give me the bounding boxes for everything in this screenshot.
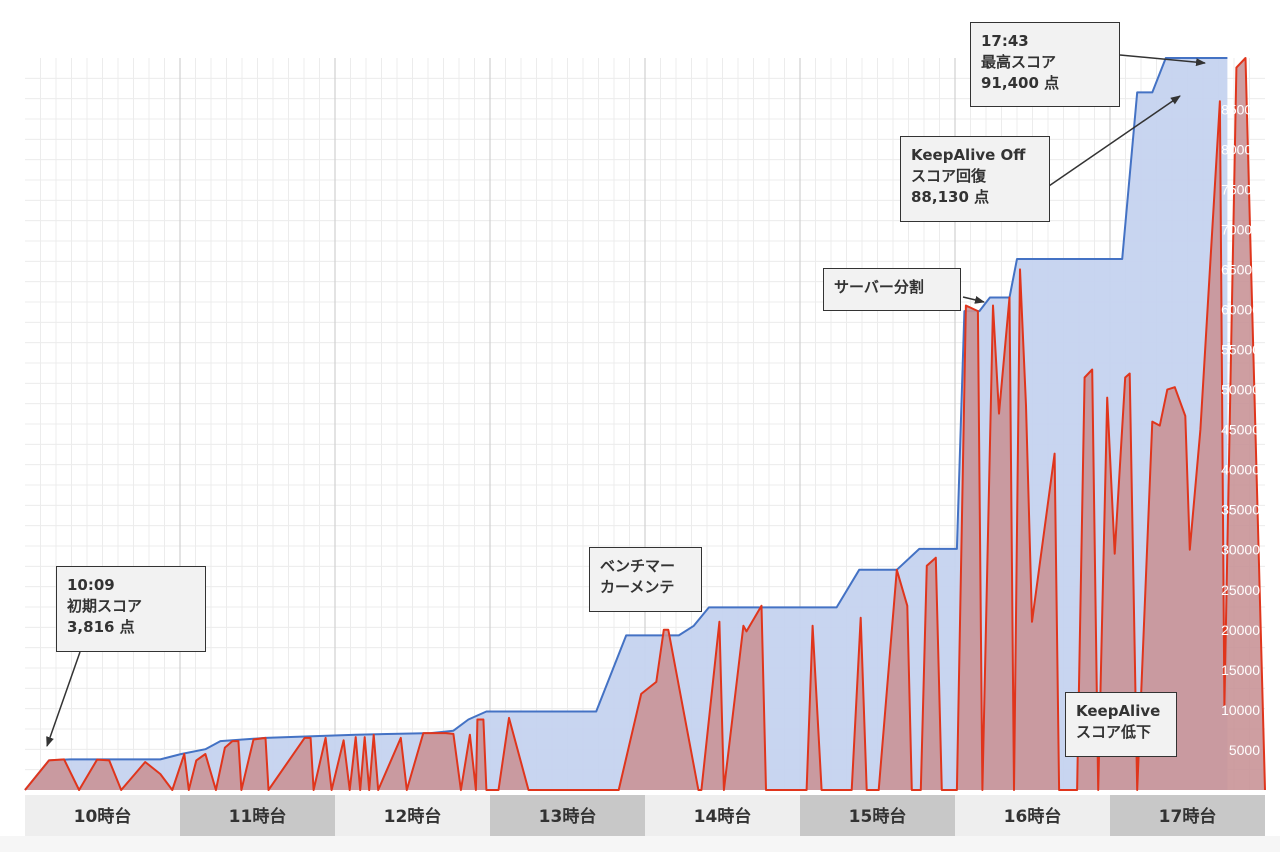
annotation-keepalive-off: KeepAlive Off スコア回復 88,130 点 — [900, 136, 1050, 222]
annotation-line: 初期スコア — [67, 597, 143, 615]
y-tick-label: 80000 — [1221, 141, 1260, 157]
hour-band — [490, 795, 645, 836]
hour-band — [180, 795, 335, 836]
annotation-best-score: 17:43 最高スコア 91,400 点 — [970, 22, 1120, 107]
hour-label: 16時台 — [1004, 806, 1062, 827]
annotation-line: 88,130 点 — [911, 188, 990, 206]
annotation-line: スコア回復 — [911, 167, 987, 185]
hour-label: 14時台 — [694, 806, 752, 827]
annotation-initial-score: 10:09 初期スコア 3,816 点 — [56, 566, 206, 652]
hour-label: 13時台 — [539, 806, 597, 827]
y-tick-label: 40000 — [1221, 462, 1260, 478]
annotation-line: KeepAlive Off — [911, 146, 1026, 164]
y-tick-label: 25000 — [1221, 582, 1260, 598]
annotation-arrow — [46, 651, 81, 747]
y-tick-label: 75000 — [1221, 181, 1260, 197]
annotation-server-split: サーバー分割 — [823, 268, 961, 311]
hour-label: 10時台 — [74, 806, 132, 827]
hour-band — [645, 795, 800, 836]
hour-band — [955, 795, 1110, 836]
hour-band — [335, 795, 490, 836]
hour-band — [1110, 795, 1265, 836]
hour-band — [800, 795, 955, 836]
annotation-line: 最高スコア — [981, 53, 1057, 71]
annotation-line: 91,400 点 — [981, 74, 1060, 92]
annotation-line: 17:43 — [981, 32, 1029, 50]
y-tick-label: 10000 — [1221, 702, 1260, 718]
y-tick-label: 60000 — [1221, 301, 1260, 317]
annotation-line: スコア低下 — [1076, 723, 1152, 741]
annotation-keepalive-drop: KeepAlive スコア低下 — [1065, 692, 1177, 757]
annotation-arrow — [1045, 95, 1181, 189]
y-tick-label: 35000 — [1221, 502, 1260, 518]
annotation-line: サーバー分割 — [834, 278, 924, 296]
annotation-line: カーメンテ — [600, 578, 675, 596]
annotation-line: ベンチマー — [600, 557, 676, 575]
annotation-line: KeepAlive — [1076, 702, 1161, 720]
hour-label: 12時台 — [384, 806, 442, 827]
series-line — [24, 57, 1228, 791]
y-tick-label: 45000 — [1221, 422, 1260, 438]
annotation-arrows — [46, 54, 1206, 747]
annotation-arrow — [962, 296, 985, 304]
y-tick-label: 50000 — [1221, 382, 1260, 398]
series-line — [24, 57, 1266, 791]
x-axis-hour-bands: 10時台 11時台 12時台 13時台 14時台 15時台 16時台 17時台 — [25, 795, 1265, 836]
y-tick-label: 15000 — [1221, 662, 1260, 678]
annotation-arrow — [1119, 54, 1206, 67]
y-tick-label: 30000 — [1221, 542, 1260, 558]
annotation-line: 10:09 — [67, 576, 115, 594]
y-tick-label: 70000 — [1221, 221, 1260, 237]
y-tick-label: 20000 — [1221, 622, 1260, 638]
bottom-band — [0, 836, 1280, 852]
y-tick-label: 65000 — [1221, 261, 1260, 277]
annotation-benchmarker-maintenance: ベンチマー カーメンテ — [589, 547, 702, 612]
y-tick-label: 55000 — [1221, 342, 1260, 358]
hour-label: 15時台 — [849, 806, 907, 827]
hour-label: 17時台 — [1159, 806, 1217, 827]
hour-label: 11時台 — [229, 806, 287, 827]
y-tick-label: 5000 — [1229, 742, 1260, 758]
hour-band — [25, 795, 180, 836]
y-axis-ticks: 5000 10000 15000 20000 25000 30000 35000 40000 4… — [1221, 101, 1260, 758]
y-tick-label: 85000 — [1221, 101, 1260, 117]
annotation-line: 3,816 点 — [67, 618, 135, 636]
